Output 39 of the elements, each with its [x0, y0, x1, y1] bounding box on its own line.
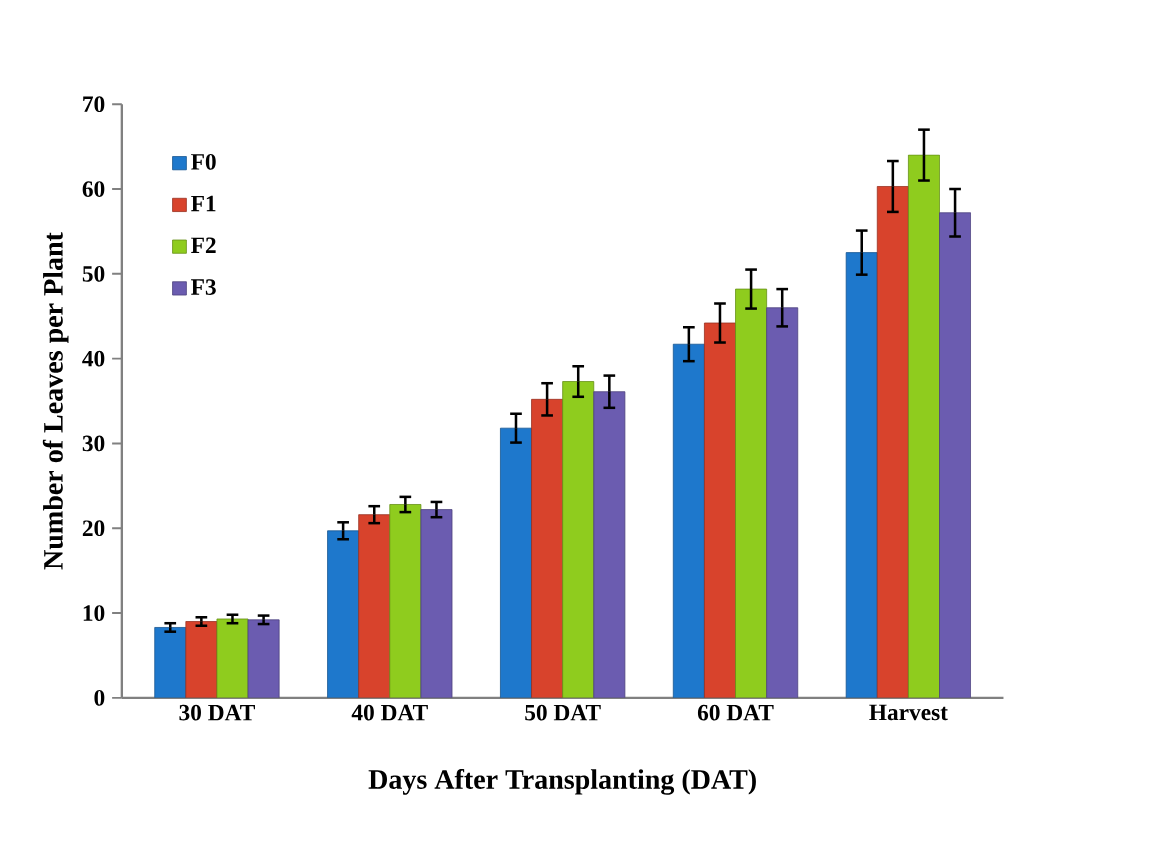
legend-label: F1: [191, 195, 216, 212]
y-tick-label: 50: [82, 266, 105, 282]
bar: [247, 619, 280, 698]
legend-label: F3: [191, 279, 216, 295]
legend-label: F0: [191, 154, 216, 170]
bar: [500, 427, 532, 698]
bar: [154, 627, 187, 698]
bar: [358, 514, 391, 698]
x-tick-label: 60 DAT: [697, 704, 774, 721]
legend-label: F2: [191, 237, 216, 253]
bar: [562, 381, 595, 698]
bar: [420, 509, 453, 698]
bar: [531, 399, 564, 698]
x-tick-label: Harvest: [869, 704, 948, 721]
bar: [876, 186, 909, 698]
bar: [216, 618, 249, 698]
y-tick-label: 0: [94, 690, 105, 706]
bar: [908, 154, 940, 698]
y-tick-label: 20: [82, 520, 105, 537]
y-tick-label: 40: [82, 350, 105, 367]
bar: [766, 307, 799, 698]
bar: [593, 391, 626, 698]
bar: [735, 288, 768, 698]
bar: [389, 504, 422, 698]
x-tick-label: 30 DAT: [179, 704, 255, 721]
bar: [704, 322, 736, 698]
bar: [939, 212, 972, 698]
bar: [672, 343, 705, 698]
y-tick-label: 30: [82, 435, 105, 452]
x-tick-label: 40 DAT: [351, 704, 428, 721]
y-tick-label: 70: [83, 96, 105, 113]
bar: [845, 252, 878, 698]
y-tick-label: 60: [82, 181, 105, 197]
y-tick-label: 10: [83, 605, 105, 621]
bar: [185, 621, 218, 698]
y-axis-title: Number of Leaves per Plant: [42, 232, 69, 570]
x-tick-label: 50 DAT: [525, 704, 601, 721]
bar: [327, 530, 360, 698]
x-axis-title: Days After Transplanting (DAT): [368, 768, 756, 795]
